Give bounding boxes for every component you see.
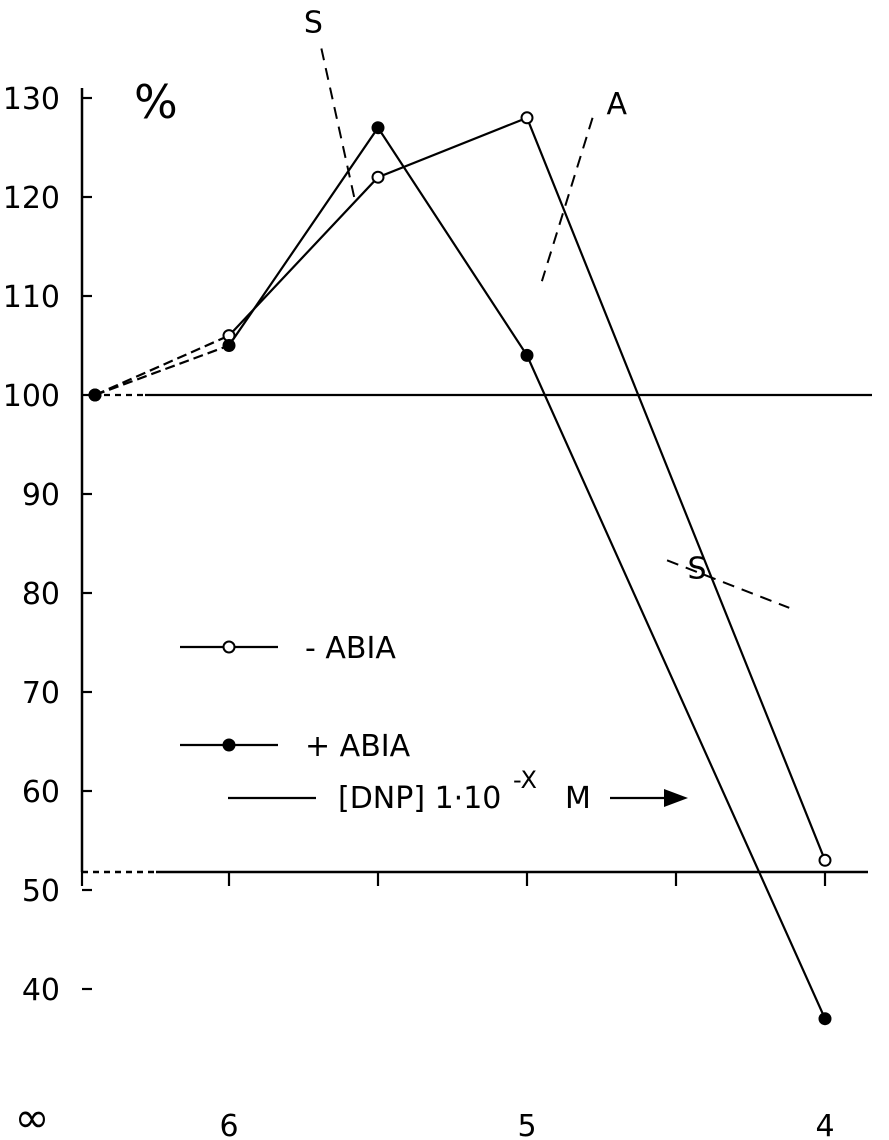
abia-minus-series-connector [94,334,230,397]
annotation-line [666,559,790,609]
legend-marker-open [222,640,236,654]
y-tick-label: 80 [22,577,60,612]
abia-plus-series-line [228,125,827,1020]
abia-plus-point [88,388,102,402]
y-tick-label: 100 [3,379,60,414]
abia-plus-point [818,1012,832,1026]
series-group [88,111,832,1026]
y-tick-label: 70 [22,676,60,711]
y-axis-unit-label: % [134,75,178,129]
abia-minus-point [520,111,534,125]
y-tick-label: 130 [3,82,60,117]
annotation-line [320,48,356,198]
abia-plus-series-connector [94,344,230,397]
abia-minus-point [371,170,385,184]
abia-plus-point [371,121,385,135]
x-tick-label: 5 [517,1109,536,1140]
legend: - ABIA + ABIA [180,631,411,764]
x-axis-title: [DNP] 1·10 -X M [228,766,688,816]
y-tick-label: 110 [3,280,60,315]
x-axis-title-exponent: -X [513,766,537,794]
annotation-label: S [688,551,707,586]
y-tick-label: 120 [3,181,60,216]
x-tick-label-infinity: ∞ [15,1093,50,1140]
abia-minus-series-line [228,116,827,861]
legend-marker-filled [222,738,236,752]
y-tick-label: 40 [22,973,60,1008]
abia-minus-point [818,853,832,867]
y-axis: 40 50 60 70 80 90 100 110 120 130 [3,82,92,1008]
y-tick-label: 90 [22,478,60,513]
abia-plus-point [222,339,236,352]
annotation-label: A [607,87,628,122]
annotation-label: S [304,6,323,41]
x-axis: 6 5 4 ∞ [15,870,868,1140]
legend-label: + ABIA [305,729,411,764]
y-tick-label: 50 [22,874,60,909]
x-tick-label: 4 [815,1109,834,1140]
x-tick-label: 6 [219,1109,238,1140]
x-axis-title-arrowhead [664,789,688,807]
x-axis-title-text: [DNP] 1·10 [338,781,501,816]
y-tick-label: 60 [22,775,60,810]
annotation-line [540,117,594,282]
legend-label: - ABIA [305,631,396,666]
x-axis-title-unit: M [565,781,591,816]
abia-plus-point [520,348,534,362]
annotations: S A S [304,6,790,609]
